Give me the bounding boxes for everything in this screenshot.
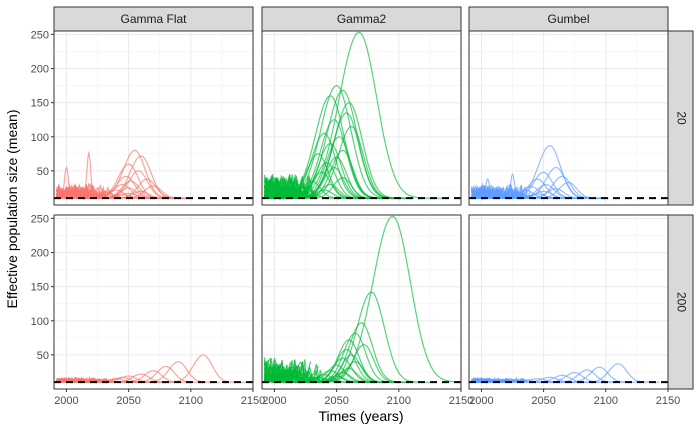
x-tick-label: 2100 [387, 395, 411, 407]
strip-background [667, 214, 694, 390]
panel-gamma-flat-200 [53, 214, 254, 390]
y-tick-label: 200 [31, 64, 49, 76]
y-tick-label: 250 [31, 29, 49, 41]
panel-gamma-flat-20 [53, 30, 254, 206]
panel-background [469, 31, 668, 205]
y-tick-label: 200 [31, 248, 49, 260]
axes-layer: Gamma Flat Gamma2 Gumbel 20 200 50 100 150 200 25… [31, 6, 694, 407]
y-tick-label: 100 [31, 316, 49, 328]
strip-background [261, 6, 462, 32]
panel-background [469, 215, 668, 389]
x-tick-label: 2100 [179, 395, 203, 407]
strip-background [53, 6, 254, 32]
panel-background [54, 215, 253, 389]
x-tick-label: 2000 [262, 395, 286, 407]
x-tick-label: 2150 [449, 395, 473, 407]
panel-gumbel-200 [468, 214, 669, 390]
y-tick-label: 150 [31, 98, 49, 110]
x-tick-label: 2050 [324, 395, 348, 407]
panel-gumbel-20 [468, 30, 669, 206]
panel-gamma2-200 [261, 214, 462, 390]
panel-border [261, 214, 462, 390]
strip-label: 200 [674, 292, 688, 312]
y-tick-label: 250 [31, 213, 49, 225]
x-tick-label: 2000 [469, 395, 493, 407]
x-tick-label: 2050 [116, 395, 140, 407]
y-tick-label: 150 [31, 282, 49, 294]
strip-label: Gamma Flat [120, 12, 187, 26]
facet-strip-row-20: 20 [667, 30, 694, 206]
y-tick-label: 50 [37, 166, 49, 178]
strip-label: Gamma2 [337, 12, 387, 26]
y-tick-label: 50 [37, 350, 49, 362]
series-lines [55, 149, 193, 201]
x-tick-label: 2150 [656, 395, 680, 407]
series-line [264, 181, 317, 199]
x-tick-label: 2150 [241, 395, 265, 407]
panel-background [54, 31, 253, 205]
strip-background [667, 30, 694, 206]
panel-border [53, 214, 254, 390]
facet-strip-gamma-flat: Gamma Flat [53, 6, 254, 32]
facet-strip-gamma2: Gamma2 [261, 6, 462, 32]
panel-grid [469, 215, 669, 389]
panels-layer [53, 30, 669, 390]
series-lines [55, 354, 248, 384]
x-tick-label: 2000 [54, 395, 78, 407]
series-line [56, 184, 109, 200]
x-tick-label: 2050 [531, 395, 555, 407]
y-axis-title: Effective population size (mean) [4, 110, 20, 309]
x-tick-label: 2100 [594, 395, 618, 407]
strip-label: Gumbel [547, 12, 589, 26]
panel-gamma2-20 [261, 30, 462, 206]
series-line [264, 371, 285, 381]
facet-strip-gumbel: Gumbel [468, 6, 669, 32]
x-axis-title: Times (years) [318, 408, 403, 424]
facet-strip-row-200: 200 [667, 214, 694, 390]
y-tick-label: 100 [31, 132, 49, 144]
series-line [55, 187, 99, 201]
series-line [471, 187, 487, 198]
strip-background [468, 6, 669, 32]
strip-label: 20 [674, 111, 688, 125]
